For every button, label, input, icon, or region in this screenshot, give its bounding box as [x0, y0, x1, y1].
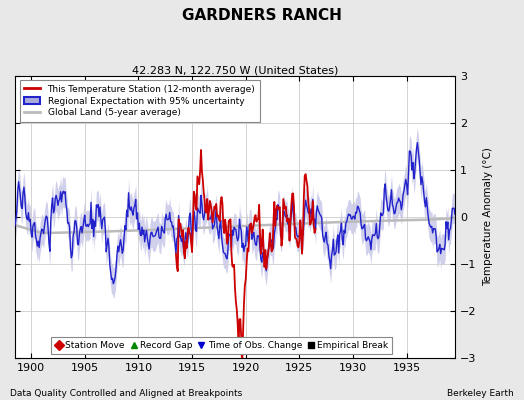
Text: Berkeley Earth: Berkeley Earth	[447, 389, 514, 398]
Legend: Station Move, Record Gap, Time of Obs. Change, Empirical Break: Station Move, Record Gap, Time of Obs. C…	[51, 338, 392, 354]
Title: 42.283 N, 122.750 W (United States): 42.283 N, 122.750 W (United States)	[132, 65, 338, 75]
Text: Data Quality Controlled and Aligned at Breakpoints: Data Quality Controlled and Aligned at B…	[10, 389, 243, 398]
Y-axis label: Temperature Anomaly (°C): Temperature Anomaly (°C)	[483, 148, 493, 286]
Text: GARDNERS RANCH: GARDNERS RANCH	[182, 8, 342, 23]
